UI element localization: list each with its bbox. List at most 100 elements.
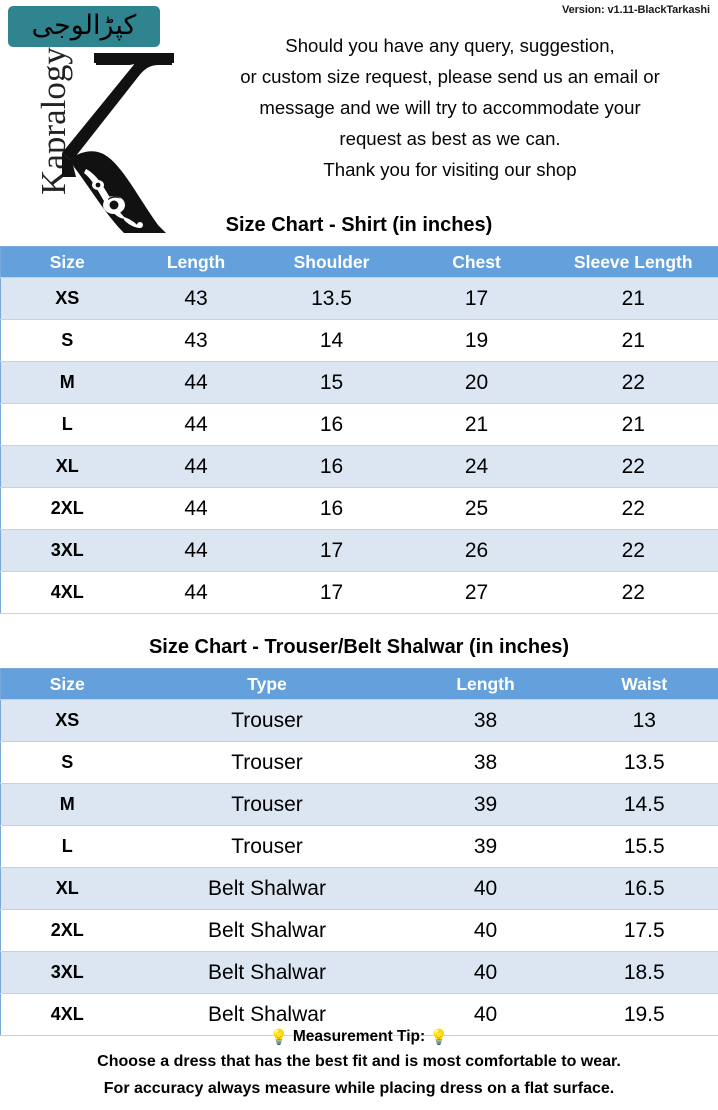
cell-size: L <box>0 403 134 446</box>
cell-sleeve-length: 22 <box>548 445 718 488</box>
cell-sleeve-length: 22 <box>548 487 718 530</box>
table-row: L 44 16 21 21 <box>0 403 718 446</box>
cell-size: S <box>0 741 134 784</box>
cell-sleeve-length: 22 <box>548 361 718 404</box>
cell-sleeve-length: 22 <box>548 529 718 572</box>
cell-waist: 13.5 <box>570 741 718 784</box>
urdu-brand-box: کپڑالوجی <box>8 6 160 47</box>
intro-line: or custom size request, please send us a… <box>240 66 660 87</box>
measurement-tip-heading: 💡 Measurement Tip: 💡 <box>0 1026 718 1048</box>
column-header-sleeve-length: Sleeve Length <box>548 246 718 278</box>
intro-line: Thank you for visiting our shop <box>323 159 577 180</box>
cell-waist: 18.5 <box>570 951 718 994</box>
cell-shoulder: 14 <box>258 319 405 362</box>
urdu-brand-text: کپڑالوجی <box>31 9 137 41</box>
cell-length: 39 <box>400 783 571 826</box>
table-row: XS 43 13.5 17 21 <box>0 277 718 320</box>
table-row: S 43 14 19 21 <box>0 319 718 362</box>
logo-monogram-area: Kapralogy <box>8 47 180 237</box>
column-header-shoulder: Shoulder <box>258 246 405 278</box>
cell-type: Belt Shalwar <box>133 951 401 994</box>
cell-length: 44 <box>133 403 259 446</box>
cell-chest: 20 <box>404 361 549 404</box>
shirt-chart-title: Size Chart - Shirt (in inches) <box>225 214 493 236</box>
cell-shoulder: 17 <box>258 529 405 572</box>
cell-chest: 24 <box>404 445 549 488</box>
cell-length: 38 <box>400 699 571 742</box>
cell-chest: 27 <box>404 571 549 614</box>
table-row: 3XL 44 17 26 22 <box>0 529 718 572</box>
cell-chest: 17 <box>404 277 549 320</box>
table-row: L Trouser 39 15.5 <box>0 825 718 868</box>
cell-waist: 13 <box>570 699 718 742</box>
version-label: Version: v1.11-BlackTarkashi <box>561 4 710 16</box>
cell-chest: 21 <box>404 403 549 446</box>
cell-type: Belt Shalwar <box>133 993 401 1036</box>
cell-sleeve-length: 22 <box>548 571 718 614</box>
table-row: M Trouser 39 14.5 <box>0 783 718 826</box>
table-row: XL 44 16 24 22 <box>0 445 718 488</box>
cell-size: XS <box>0 699 134 742</box>
cell-length: 44 <box>133 487 259 530</box>
column-header-type: Type <box>133 668 401 700</box>
cell-chest: 26 <box>404 529 549 572</box>
cell-shoulder: 16 <box>258 403 405 446</box>
trouser-size-table: Size Type Length Waist XS Trouser 38 13 … <box>0 668 718 1036</box>
cell-length: 40 <box>400 867 571 910</box>
cell-waist: 17.5 <box>570 909 718 952</box>
cell-type: Trouser <box>133 699 401 742</box>
cell-shoulder: 16 <box>258 445 405 488</box>
cell-size: M <box>0 361 134 404</box>
table-row: 3XL Belt Shalwar 40 18.5 <box>0 951 718 994</box>
table-row: XL Belt Shalwar 40 16.5 <box>0 867 718 910</box>
cell-size: XS <box>0 277 134 320</box>
intro-message: Should you have any query, suggestion, o… <box>182 30 718 185</box>
cell-length: 40 <box>400 993 571 1036</box>
cell-waist: 19.5 <box>570 993 718 1036</box>
cell-sleeve-length: 21 <box>548 403 718 446</box>
cell-chest: 25 <box>404 487 549 530</box>
cell-shoulder: 15 <box>258 361 405 404</box>
cell-size: 3XL <box>0 951 134 994</box>
column-header-waist: Waist <box>570 668 718 700</box>
cell-length: 43 <box>133 277 259 320</box>
cell-length: 40 <box>400 909 571 952</box>
table-row: 4XL Belt Shalwar 40 19.5 <box>0 993 718 1036</box>
table-row: M 44 15 20 22 <box>0 361 718 404</box>
measurement-tip-label: Measurement Tip: <box>292 1028 426 1045</box>
cell-type: Belt Shalwar <box>133 909 401 952</box>
cell-shoulder: 16 <box>258 487 405 530</box>
column-header-length: Length <box>133 246 259 278</box>
cell-type: Belt Shalwar <box>133 867 401 910</box>
cell-type: Trouser <box>133 825 401 868</box>
column-header-size: Size <box>0 246 134 278</box>
trouser-chart-title: Size Chart - Trouser/Belt Shalwar (in in… <box>148 636 570 658</box>
cell-chest: 19 <box>404 319 549 362</box>
table-row: XS Trouser 38 13 <box>0 699 718 742</box>
cell-length: 44 <box>133 571 259 614</box>
measurement-tip-section: 💡 Measurement Tip: 💡 Choose a dress that… <box>0 1026 718 1102</box>
cell-size: M <box>0 783 134 826</box>
cell-length: 39 <box>400 825 571 868</box>
column-header-size: Size <box>0 668 134 700</box>
table-row: 2XL Belt Shalwar 40 17.5 <box>0 909 718 952</box>
cell-size: 3XL <box>0 529 134 572</box>
table-header-row: Size Length Shoulder Chest Sleeve Length <box>0 246 718 278</box>
cell-size: XL <box>0 445 134 488</box>
cell-length: 38 <box>400 741 571 784</box>
cell-shoulder: 17 <box>258 571 405 614</box>
cell-size: L <box>0 825 134 868</box>
shirt-size-table: Size Length Shoulder Chest Sleeve Length… <box>0 246 718 614</box>
table-row: 4XL 44 17 27 22 <box>0 571 718 614</box>
cell-size: 4XL <box>0 993 134 1036</box>
brand-logo: کپڑالوجی Kapralogy <box>8 6 180 240</box>
intro-line: request as best as we can. <box>339 128 561 149</box>
column-header-chest: Chest <box>404 246 549 278</box>
cell-type: Trouser <box>133 741 401 784</box>
cell-size: S <box>0 319 134 362</box>
cell-waist: 15.5 <box>570 825 718 868</box>
cell-waist: 14.5 <box>570 783 718 826</box>
cell-waist: 16.5 <box>570 867 718 910</box>
table-row: S Trouser 38 13.5 <box>0 741 718 784</box>
cell-size: 4XL <box>0 571 134 614</box>
